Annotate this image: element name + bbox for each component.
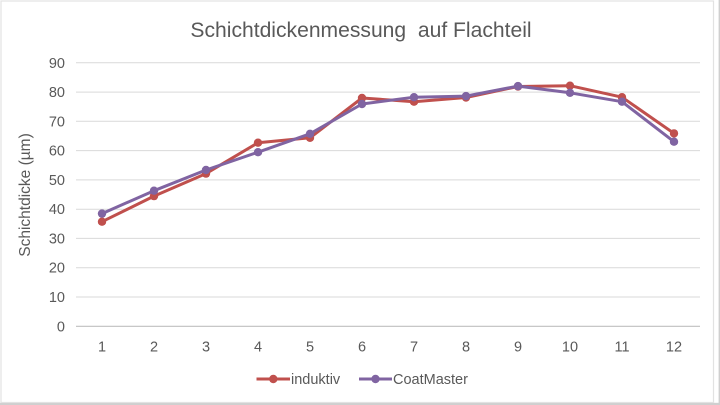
svg-text:5: 5 [306, 340, 314, 356]
svg-text:4: 4 [254, 340, 262, 356]
svg-text:90: 90 [49, 56, 65, 72]
svg-text:Schichtdickenmessung auf Flac: Schichtdickenmessung auf Flachteil [190, 19, 531, 42]
svg-text:40: 40 [49, 202, 65, 218]
svg-text:1: 1 [98, 340, 106, 356]
svg-text:induktiv: induktiv [291, 372, 341, 388]
svg-text:8: 8 [462, 340, 470, 356]
svg-text:60: 60 [49, 144, 65, 160]
svg-text:10: 10 [49, 290, 65, 306]
svg-text:11: 11 [614, 340, 629, 356]
svg-text:3: 3 [202, 340, 210, 356]
svg-text:12: 12 [666, 340, 682, 356]
svg-text:80: 80 [49, 85, 65, 101]
svg-text:70: 70 [49, 114, 65, 130]
svg-text:20: 20 [49, 261, 65, 277]
svg-text:2: 2 [150, 340, 158, 356]
svg-text:7: 7 [410, 340, 418, 356]
svg-text:50: 50 [49, 173, 65, 189]
svg-text:CoatMaster: CoatMaster [393, 372, 468, 388]
svg-text:6: 6 [358, 340, 366, 356]
svg-text:Schichtdicke (µm): Schichtdicke (µm) [17, 133, 34, 257]
svg-text:30: 30 [49, 231, 65, 247]
svg-text:10: 10 [562, 340, 578, 356]
svg-text:9: 9 [514, 340, 522, 356]
svg-text:0: 0 [57, 319, 65, 335]
